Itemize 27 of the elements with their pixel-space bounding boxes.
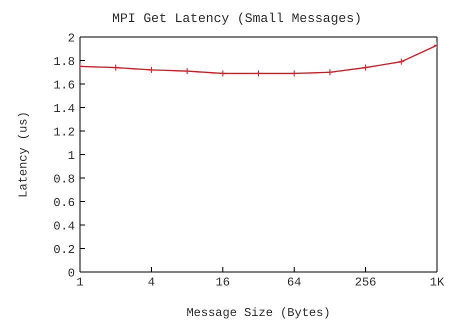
- x-tick-label: 16: [216, 276, 230, 290]
- point: [398, 58, 405, 66]
- y-tick-label: 1: [68, 148, 75, 163]
- y-tick-label: 1.6: [53, 78, 75, 92]
- y-tick-label: 0.8: [53, 172, 75, 186]
- point: [255, 70, 262, 77]
- point: [148, 66, 155, 74]
- y-tick-label: 1.4: [53, 102, 75, 116]
- x-axis-title: Message Size (Bytes): [186, 306, 331, 320]
- chart-title: MPI Get Latency (Small Messages): [111, 10, 363, 28]
- y-tick-label: 0: [68, 266, 75, 280]
- x-tick-label: 1K: [430, 276, 445, 290]
- y-tick-label: 1.2: [53, 125, 75, 140]
- x-tick-label: 256: [354, 276, 376, 290]
- point: [184, 68, 191, 75]
- y-tick-label: 0.2: [53, 242, 75, 257]
- point: [290, 70, 298, 77]
- point: [326, 68, 334, 76]
- x-tick-label: 4: [148, 276, 155, 290]
- y-axis-title: Latency (us): [16, 111, 30, 198]
- y-tick-label: 1.8: [53, 54, 75, 69]
- point: [362, 64, 370, 72]
- y-tick-label: 0.6: [53, 196, 75, 210]
- y-tick-label: 2: [68, 31, 75, 46]
- x-tick-label: 64: [286, 276, 302, 290]
- y-tick-label: 0.4: [53, 219, 75, 234]
- point: [219, 70, 226, 77]
